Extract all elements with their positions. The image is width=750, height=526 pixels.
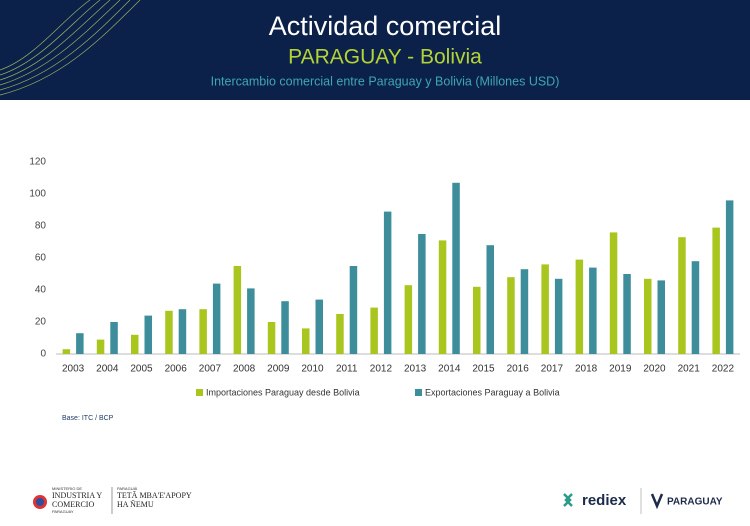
- bar: [178, 309, 187, 354]
- legend-swatch: [415, 389, 422, 396]
- x-tick-label: 2021: [678, 364, 701, 375]
- bar: [623, 274, 631, 354]
- gov-text: TETÃ MBA'E'APOPY: [117, 490, 192, 500]
- bar: [370, 307, 378, 354]
- ministry-text: INDUSTRIA Y: [52, 491, 102, 500]
- x-tick-label: 2010: [301, 364, 324, 375]
- bar: [473, 286, 481, 354]
- bar: [712, 227, 720, 354]
- bar: [609, 232, 618, 354]
- bar: [520, 269, 529, 354]
- ministry-text: COMERCIO: [52, 500, 94, 509]
- y-tick-label: 120: [29, 157, 46, 168]
- x-tick-label: 2004: [96, 364, 119, 375]
- x-tick-label: 2005: [130, 364, 153, 375]
- subtitle: PARAGUAY - Bolivia: [288, 46, 482, 69]
- bar: [644, 278, 652, 354]
- bar: [62, 349, 71, 354]
- y-tick-label: 20: [35, 317, 47, 328]
- bar: [589, 267, 597, 354]
- source-note: Base: ITC / BCP: [62, 415, 114, 422]
- x-tick-label: 2008: [233, 364, 256, 375]
- x-tick-label: 2017: [541, 364, 564, 375]
- bar: [199, 309, 207, 354]
- bar: [438, 240, 447, 354]
- legend-label: Importaciones Paraguay desde Bolivia: [206, 387, 360, 397]
- description: Intercambio comercial entre Paraguay y B…: [211, 74, 560, 88]
- x-tick-label: 2011: [336, 364, 358, 375]
- bar: [131, 334, 139, 354]
- x-tick-label: 2003: [62, 364, 85, 375]
- bar: [691, 261, 700, 354]
- title: Actividad comercial: [269, 11, 502, 41]
- bar: [165, 310, 173, 354]
- ministry-text: MINISTERIO DE: [52, 486, 82, 491]
- bar: [575, 259, 584, 354]
- x-tick-label: 2007: [199, 364, 222, 375]
- bar: [383, 211, 392, 354]
- bar: [725, 200, 734, 354]
- bar: [247, 288, 255, 354]
- legend-swatch: [196, 389, 203, 396]
- paraguay-icon: [650, 493, 664, 510]
- y-tick-label: 40: [35, 285, 47, 296]
- header-decoration: [0, 0, 141, 96]
- gov-text: HA ÑEMU: [117, 499, 154, 509]
- x-tick-label: 2022: [712, 364, 735, 375]
- bar: [554, 278, 563, 354]
- bar: [315, 299, 323, 354]
- bar: [418, 234, 426, 354]
- bar: [486, 245, 494, 354]
- ministry-text: PARAGUAY: [52, 509, 74, 514]
- bar: [212, 283, 221, 354]
- bar: [349, 266, 358, 354]
- legend-label: Exportaciones Paraguay a Bolivia: [425, 387, 560, 397]
- bar: [281, 301, 289, 354]
- plot: 0 20 40 60 80 100 120 2003 2004 2005 2006 2007 2008 2…: [29, 157, 740, 397]
- x-tick-label: 2018: [575, 364, 598, 375]
- rediex-text: rediex: [582, 492, 627, 509]
- footer: MINISTERIO DE INDUSTRIA Y COMERCIO PARAG…: [33, 486, 723, 514]
- x-tick-label: 2019: [609, 364, 632, 375]
- bar: [144, 315, 152, 354]
- logo-icon: [36, 498, 44, 506]
- bar: [657, 280, 665, 354]
- x-tick-label: 2009: [267, 364, 290, 375]
- gov-text: PARAGUÁI: [117, 486, 137, 491]
- x-tick-label: 2015: [472, 364, 495, 375]
- rediex-icon: [563, 493, 573, 507]
- bar: [336, 314, 344, 354]
- bar: [76, 333, 84, 354]
- bar: [302, 328, 310, 354]
- bar: [267, 322, 276, 354]
- bar: [541, 264, 549, 354]
- bar: [452, 182, 460, 354]
- paraguay-text: PARAGUAY: [667, 497, 723, 508]
- y-tick-label: 100: [29, 189, 46, 200]
- bar: [96, 339, 105, 354]
- y-tick-label: 80: [35, 221, 47, 232]
- bar: [507, 277, 515, 354]
- x-tick-label: 2014: [438, 364, 461, 375]
- x-tick-label: 2016: [507, 364, 530, 375]
- header-band: [0, 0, 750, 100]
- bar: [233, 266, 242, 354]
- bar: [404, 285, 413, 354]
- bar: [678, 237, 686, 354]
- x-tick-label: 2006: [165, 364, 188, 375]
- y-tick-label: 60: [35, 253, 47, 264]
- x-tick-label: 2013: [404, 364, 427, 375]
- y-tick-label: 0: [40, 349, 46, 360]
- x-tick-label: 2012: [370, 364, 393, 375]
- bar: [110, 322, 118, 354]
- x-tick-label: 2020: [643, 364, 666, 375]
